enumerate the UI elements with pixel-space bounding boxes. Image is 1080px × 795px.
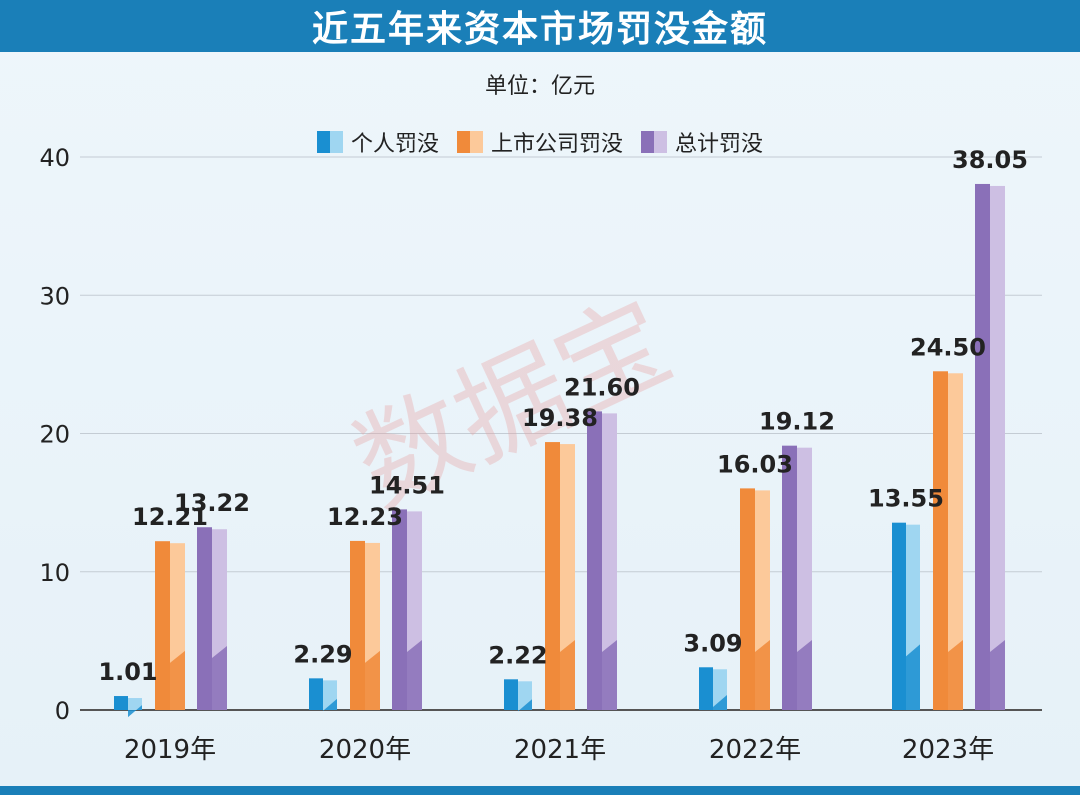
- bar-shade: [128, 705, 142, 718]
- bar-total: [197, 527, 227, 710]
- bar-face-dark: [504, 679, 518, 710]
- bar-face-dark: [740, 488, 755, 710]
- bar-face-dark: [155, 541, 170, 710]
- bar-individual: [114, 696, 142, 718]
- bar-shade: [713, 695, 727, 710]
- bar-face-dark: [350, 540, 365, 710]
- value-label-total: 38.05: [952, 146, 1028, 174]
- bar-individual: [699, 667, 727, 710]
- legend-swatch-total: [641, 131, 667, 153]
- chart-title: 近五年来资本市场罚没金额: [311, 9, 768, 50]
- legend-item-total: 总计罚没: [641, 126, 763, 158]
- bar-listed-company: [155, 541, 185, 710]
- legend-label-listed-company: 上市公司罚没: [490, 132, 623, 157]
- bar-face-light: [948, 373, 963, 710]
- y-tick-label: 10: [39, 559, 70, 587]
- bar-shade: [323, 698, 337, 711]
- bar-shade: [560, 640, 575, 710]
- bar-face-dark: [892, 522, 906, 710]
- bar-face-dark: [933, 371, 948, 710]
- bar-face-dark: [114, 696, 128, 710]
- bar-shade: [755, 640, 770, 710]
- bar-shade: [948, 640, 963, 710]
- bar-shade: [407, 640, 422, 710]
- bar-face-dark: [975, 183, 990, 711]
- value-label-listed-company: 16.03: [717, 450, 793, 478]
- value-label-listed-company: 12.23: [327, 503, 403, 531]
- bar-face-dark: [587, 411, 602, 710]
- bar-total: [587, 411, 617, 710]
- legend-item-individual: 个人罚没: [316, 126, 439, 158]
- y-tick-label: 30: [39, 282, 70, 310]
- value-label-total: 21.60: [564, 373, 640, 401]
- bar-shade: [212, 646, 227, 710]
- value-label-listed-company: 12.21: [132, 503, 208, 531]
- bars: [114, 183, 1005, 718]
- bar-shade: [602, 640, 617, 710]
- x-tick-label: 2021年: [514, 735, 606, 765]
- x-tick-label: 2019年: [124, 735, 216, 765]
- value-label-listed-company: 24.50: [910, 333, 986, 361]
- bar-shade: [518, 699, 532, 712]
- bar-face-dark: [545, 442, 560, 710]
- bar-shade: [990, 640, 1005, 710]
- legend-label-individual: 个人罚没: [350, 132, 439, 157]
- value-label-total: 13.22: [174, 489, 250, 517]
- value-label-total: 14.51: [369, 471, 445, 499]
- bar-individual: [892, 522, 920, 710]
- x-axis: 2019年 2020年 2021年 2022年 2023年: [124, 735, 994, 765]
- y-tick-label: 0: [55, 697, 70, 725]
- y-tick-label: 40: [39, 144, 70, 172]
- value-label-individual: 2.22: [488, 641, 547, 669]
- bar-shade: [365, 650, 380, 710]
- legend-label-total: 总计罚没: [675, 132, 764, 157]
- bar-listed-company: [933, 371, 963, 710]
- unit-label: 单位：亿元: [484, 74, 595, 99]
- legend: 个人罚没 上市公司罚没 总计罚没: [0, 126, 1080, 158]
- bar-face-light: [602, 413, 617, 710]
- bar-individual: [504, 679, 532, 712]
- legend-item-listed-company: 上市公司罚没: [456, 126, 623, 158]
- bar-face-dark: [197, 527, 212, 710]
- bar-total: [392, 509, 422, 710]
- bar-face-light: [990, 185, 1005, 711]
- bar-shade: [170, 650, 185, 710]
- bar-face-dark: [782, 445, 797, 710]
- value-label-total: 19.12: [759, 408, 835, 436]
- bar-individual: [309, 678, 337, 711]
- bar-listed-company: [350, 540, 380, 710]
- x-tick-label: 2023年: [902, 735, 994, 765]
- x-tick-label: 2022年: [709, 735, 801, 765]
- value-label-listed-company: 19.38: [522, 404, 598, 432]
- legend-swatch-listed-company: [456, 131, 483, 153]
- value-label-individual: 1.01: [98, 658, 157, 686]
- legend-swatch-individual: [316, 131, 343, 153]
- bottom-strip: [0, 786, 1080, 795]
- bar-shade: [797, 640, 812, 710]
- value-label-individual: 13.55: [868, 485, 944, 513]
- bar-face-dark: [392, 509, 407, 710]
- bar-listed-company: [740, 488, 770, 710]
- bar-shade: [906, 644, 920, 710]
- bar-listed-company: [545, 442, 575, 710]
- bar-total: [782, 445, 812, 710]
- title-bar: 近五年来资本市场罚没金额: [0, 0, 1080, 52]
- value-label-individual: 2.29: [293, 640, 352, 668]
- bar-face-light: [128, 698, 142, 710]
- y-tick-label: 20: [39, 421, 70, 449]
- bar-total: [975, 183, 1005, 711]
- value-label-individual: 3.09: [683, 629, 742, 657]
- x-tick-label: 2020年: [319, 735, 411, 765]
- bar-face-dark: [309, 678, 323, 710]
- bar-face-dark: [699, 667, 713, 710]
